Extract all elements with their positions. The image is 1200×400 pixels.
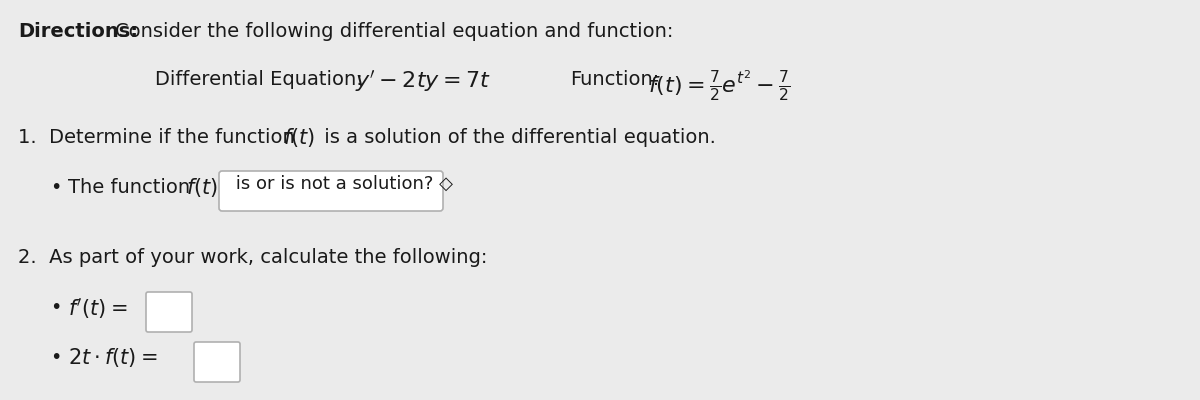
Text: $y' - 2ty = 7t$: $y' - 2ty = 7t$ bbox=[355, 68, 491, 94]
Text: •: • bbox=[50, 178, 61, 197]
Text: 2.  As part of your work, calculate the following:: 2. As part of your work, calculate the f… bbox=[18, 248, 487, 267]
Text: •: • bbox=[50, 348, 61, 367]
Text: $f(t) = \frac{7}{2}e^{t^2} - \frac{7}{2}$: $f(t) = \frac{7}{2}e^{t^2} - \frac{7}{2}… bbox=[648, 68, 791, 103]
Text: The function: The function bbox=[68, 178, 197, 197]
Text: Directions:: Directions: bbox=[18, 22, 138, 41]
Text: 1.  Determine if the function: 1. Determine if the function bbox=[18, 128, 301, 147]
Text: Consider the following differential equation and function:: Consider the following differential equa… bbox=[115, 22, 673, 41]
Text: $f(t)$: $f(t)$ bbox=[283, 126, 316, 149]
Text: $2t \cdot f(t) =$: $2t \cdot f(t) =$ bbox=[68, 346, 157, 369]
Text: is or is not a solution? ◇: is or is not a solution? ◇ bbox=[230, 175, 454, 193]
Text: $f(t)$: $f(t)$ bbox=[186, 176, 218, 199]
FancyBboxPatch shape bbox=[194, 342, 240, 382]
FancyBboxPatch shape bbox=[220, 171, 443, 211]
Text: is a solution of the differential equation.: is a solution of the differential equati… bbox=[318, 128, 716, 147]
Text: Differential Equation:: Differential Equation: bbox=[155, 70, 362, 89]
FancyBboxPatch shape bbox=[146, 292, 192, 332]
Text: •: • bbox=[50, 298, 61, 317]
Text: $f'(t) =$: $f'(t) =$ bbox=[68, 296, 127, 321]
Text: Function:: Function: bbox=[570, 70, 659, 89]
